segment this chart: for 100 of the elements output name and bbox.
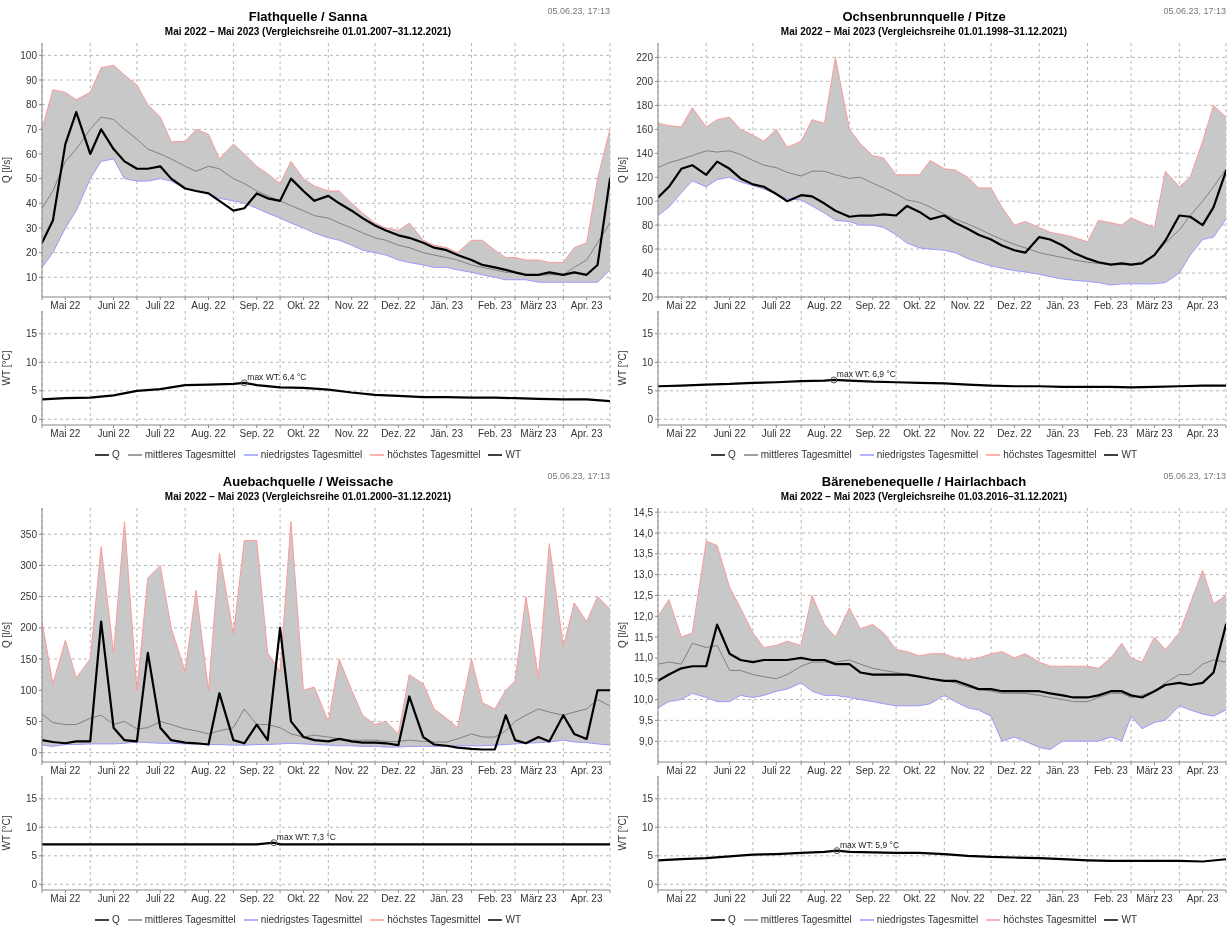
x-tick-label: Juli 22 bbox=[761, 428, 792, 440]
y-axis-title: WT [°C] bbox=[616, 350, 628, 386]
x-tick-label: Juni 22 bbox=[713, 428, 747, 440]
y-tick-label: 10,5 bbox=[633, 673, 654, 685]
x-tick-label: Mai 22 bbox=[666, 765, 697, 777]
x-tick-label: Okt. 22 bbox=[287, 300, 320, 312]
y-tick-label: 250 bbox=[20, 591, 38, 603]
line-series bbox=[42, 158, 610, 283]
x-tick-label: Jän. 23 bbox=[1046, 300, 1080, 312]
y-tick-label: 15 bbox=[641, 328, 654, 340]
x-tick-label: Dez. 22 bbox=[997, 765, 1033, 777]
y-tick-label: 10,0 bbox=[633, 694, 654, 706]
text: 05.06.23, 17:13 bbox=[1163, 471, 1226, 481]
y-tick-label: 12,5 bbox=[633, 589, 654, 601]
x-tick-label: Juli 22 bbox=[761, 893, 792, 905]
legend-label: niedrigstes Tagesmittel bbox=[876, 914, 979, 925]
y-tick-label: 30 bbox=[25, 222, 38, 234]
x-tick-label: Jän. 23 bbox=[1046, 765, 1080, 777]
x-tick-label: Okt. 22 bbox=[287, 428, 320, 440]
y-tick-label: 13,0 bbox=[633, 569, 654, 581]
x-tick-label: Feb. 23 bbox=[1093, 300, 1129, 312]
y-tick-label: 9,5 bbox=[639, 714, 654, 726]
chart-title: Flathquelle / Sanna bbox=[248, 9, 368, 24]
y-tick-label: 15 bbox=[25, 793, 38, 805]
x-tick-label: Jän. 23 bbox=[430, 893, 464, 905]
x-tick-label: Juni 22 bbox=[713, 765, 747, 777]
y-tick-label: 10 bbox=[25, 271, 38, 283]
x-tick-label: Sep. 22 bbox=[855, 893, 891, 905]
x-tick-label: Sep. 22 bbox=[855, 428, 891, 440]
y-tick-label: 80 bbox=[25, 99, 38, 111]
y-tick-label: 0 bbox=[647, 413, 654, 425]
y-tick-label: 14,0 bbox=[633, 527, 654, 539]
x-tick-label: Okt. 22 bbox=[287, 765, 320, 777]
chart-subtitle: Mai 2022 – Mai 2023 (Vergleichsreihe 01.01.2000–31.12.2021) bbox=[163, 491, 453, 502]
x-tick-label: Apr. 23 bbox=[570, 300, 603, 312]
y-tick-label: 0 bbox=[31, 413, 38, 425]
x-tick-label: Nov. 22 bbox=[334, 893, 369, 905]
y-tick-label: 0 bbox=[31, 878, 38, 890]
legend-label: mittleres Tagesmittel bbox=[144, 914, 236, 925]
x-tick-label: Aug. 22 bbox=[807, 893, 843, 905]
chart-subtitle: Mai 2022 – Mai 2023 (Vergleichsreihe 01.01.2007–31.12.2021) bbox=[163, 26, 453, 37]
x-tick-label: Dez. 22 bbox=[381, 300, 417, 312]
y-tick-label: 40 bbox=[25, 197, 38, 209]
x-tick-label: Apr. 23 bbox=[1186, 300, 1219, 312]
y-tick-label: 100 bbox=[636, 195, 654, 207]
x-tick-label: März 23 bbox=[1136, 300, 1173, 312]
text: WT bbox=[505, 449, 522, 460]
x-tick-label: Apr. 23 bbox=[1186, 765, 1219, 777]
y-tick-label: 90 bbox=[25, 74, 38, 86]
x-tick-label: Dez. 22 bbox=[381, 893, 417, 905]
x-tick-label: Feb. 23 bbox=[477, 428, 513, 440]
x-tick-label: Apr. 23 bbox=[1186, 893, 1219, 905]
legend-label: Q bbox=[111, 449, 120, 460]
y-axis-title: Q [l/s] bbox=[616, 621, 628, 649]
line-series bbox=[658, 56, 1226, 243]
x-tick-label: Mai 22 bbox=[50, 893, 81, 905]
x-tick-label: Mai 22 bbox=[50, 300, 81, 312]
x-tick-label: Sep. 22 bbox=[239, 428, 275, 440]
line-series bbox=[658, 176, 1226, 286]
legend-label: niedrigstes Tagesmittel bbox=[876, 449, 979, 460]
legend-label: mittleres Tagesmittel bbox=[144, 449, 236, 460]
annotation: max WT: 7,3 °C bbox=[276, 831, 337, 842]
y-axis-title: Q [l/s] bbox=[0, 156, 12, 184]
x-tick-label: Aug. 22 bbox=[807, 428, 843, 440]
y-tick-label: 20 bbox=[25, 247, 38, 259]
y-tick-label: 0 bbox=[31, 747, 38, 759]
y-axis-title: WT [°C] bbox=[0, 815, 12, 851]
x-tick-label: Apr. 23 bbox=[570, 428, 603, 440]
x-tick-label: Dez. 22 bbox=[997, 428, 1033, 440]
y-tick-label: 160 bbox=[636, 123, 654, 135]
legend-label: Q bbox=[111, 914, 120, 925]
x-tick-label: März 23 bbox=[520, 765, 557, 777]
x-tick-label: Feb. 23 bbox=[1093, 893, 1129, 905]
x-tick-label: Juni 22 bbox=[713, 300, 747, 312]
x-tick-label: Juni 22 bbox=[97, 300, 131, 312]
legend-label: mittleres Tagesmittel bbox=[760, 914, 852, 925]
x-tick-label: Juni 22 bbox=[97, 893, 131, 905]
legend-label: niedrigstes Tagesmittel bbox=[260, 914, 363, 925]
y-tick-label: 180 bbox=[636, 99, 654, 111]
y-tick-label: 60 bbox=[641, 243, 654, 255]
chart-title: Auebachquelle / Weissache bbox=[222, 474, 394, 489]
y-tick-label: 200 bbox=[636, 75, 654, 87]
x-tick-label: Jän. 23 bbox=[1046, 893, 1080, 905]
annotation: max WT: 6,4 °C bbox=[247, 371, 307, 382]
x-tick-label: Sep. 22 bbox=[855, 765, 891, 777]
x-tick-label: Feb. 23 bbox=[1093, 765, 1129, 777]
legend-label: höchstes Tagesmittel bbox=[1003, 449, 1097, 460]
y-axis-title: Q [l/s] bbox=[616, 156, 628, 184]
y-tick-label: 10 bbox=[25, 356, 38, 368]
y-tick-label: 13,5 bbox=[633, 548, 654, 560]
y-tick-label: 9,0 bbox=[639, 735, 654, 747]
annotation: max WT: 5,9 °C bbox=[839, 839, 900, 850]
x-tick-label: Dez. 22 bbox=[997, 300, 1033, 312]
x-tick-label: Mai 22 bbox=[666, 428, 697, 440]
y-tick-label: 100 bbox=[20, 684, 38, 696]
y-tick-label: 14,5 bbox=[633, 506, 654, 518]
x-tick-label: Mai 22 bbox=[50, 428, 81, 440]
y-tick-label: 10 bbox=[25, 821, 38, 833]
text: WT bbox=[1121, 914, 1138, 925]
x-tick-label: Nov. 22 bbox=[334, 300, 369, 312]
